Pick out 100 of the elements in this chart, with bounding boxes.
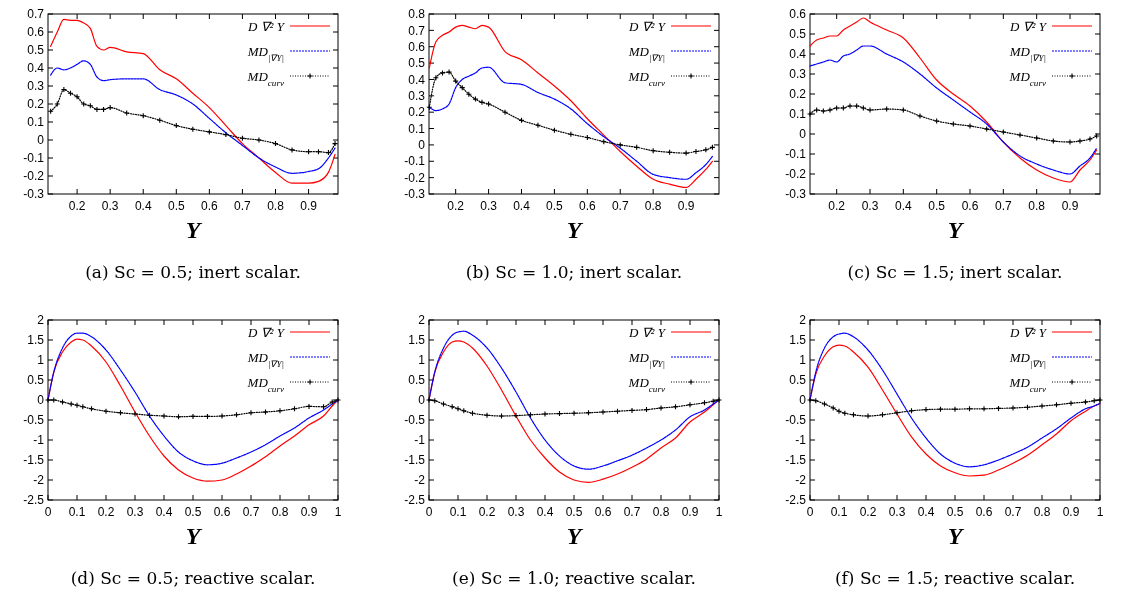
legend-label: MD$_{|∇Y|}$ [1008, 349, 1046, 369]
x-tick-label: 1 [334, 505, 342, 519]
x-tick-label: 0.3 [507, 505, 525, 519]
y-tick-label: 0.3 [408, 89, 426, 104]
y-tick-label: -2.5 [23, 493, 45, 508]
point [567, 131, 574, 138]
y-tick-label: -0.2 [23, 169, 45, 184]
point [1016, 131, 1024, 139]
point [617, 141, 624, 148]
point [498, 412, 505, 420]
y-tick-label: 0.4 [408, 72, 426, 87]
x-tick-label: 0.9 [300, 199, 318, 213]
x-tick-label: 0.2 [859, 505, 877, 519]
y-tick-label: -0.1 [785, 147, 807, 162]
x-tick-label: 1 [715, 505, 723, 519]
point [1066, 138, 1074, 146]
x-tick-label: 0.3 [480, 199, 498, 213]
point [657, 404, 665, 412]
x-tick-label: 0.8 [1033, 505, 1051, 519]
x-tick-label: 0.7 [611, 199, 629, 213]
y-tick-label: 0.3 [789, 67, 807, 82]
point [1076, 137, 1084, 145]
y-tick-label: 1 [418, 353, 426, 368]
x-tick-label: 0.6 [578, 199, 596, 213]
point [1050, 137, 1057, 145]
point [1038, 402, 1046, 410]
point [331, 140, 339, 147]
y-tick-label: 1.5 [408, 333, 426, 348]
x-tick-label: 0.7 [994, 199, 1012, 213]
x-tick-label: 0.8 [271, 505, 289, 519]
x-tick-label: 0.5 [946, 505, 964, 519]
point [446, 69, 453, 76]
x-tick-label: 0.2 [68, 199, 86, 213]
point [432, 74, 439, 81]
x-tick-label: 0.9 [1061, 199, 1079, 213]
x-tick-label: 0.7 [623, 505, 641, 519]
legend-label: MD$_{curv}$ [246, 374, 285, 394]
x-tick-label: 0.7 [1004, 505, 1022, 519]
point [454, 405, 462, 412]
y-tick-label: 2 [799, 313, 807, 328]
x-tick-label: 0.8 [267, 199, 285, 213]
y-tick-label: 0.7 [27, 7, 45, 22]
point [820, 107, 827, 115]
legend-label: MD$_{curv}$ [1008, 374, 1047, 394]
point [883, 105, 890, 113]
x-axis-title: Y [947, 523, 965, 549]
x-tick-label: 0.5 [565, 505, 583, 519]
y-tick-label: 0.6 [408, 39, 426, 54]
y-tick-label: -1 [414, 433, 426, 448]
y-tick-label: 0.2 [408, 105, 426, 120]
y-tick-label: 1.5 [27, 333, 45, 348]
x-tick-label: 0.1 [68, 505, 86, 519]
point [452, 78, 459, 85]
y-tick-label: 0.7 [408, 23, 426, 38]
y-tick-label: -2 [795, 473, 807, 488]
x-tick-label: 0.1 [830, 505, 848, 519]
y-tick-label: 0.3 [27, 79, 45, 94]
point [439, 69, 446, 76]
point [826, 106, 834, 114]
point [131, 410, 139, 418]
y-tick-label: 0.4 [789, 47, 807, 62]
x-tick-label: 0.3 [888, 505, 906, 519]
point [813, 106, 820, 114]
point [692, 148, 700, 155]
legend-label: MD$_{curv}$ [246, 68, 285, 88]
y-tick-label: 0.8 [408, 7, 426, 22]
y-tick-label: 0 [418, 138, 426, 153]
point [1000, 128, 1007, 136]
x-tick-label: 0.8 [652, 505, 670, 519]
point [483, 412, 491, 419]
legend-label: D ∇² Y [1008, 324, 1048, 340]
x-tick-label: 0.6 [201, 199, 219, 213]
point [206, 128, 213, 135]
point [73, 402, 81, 409]
line-series [809, 45, 1098, 175]
y-tick-label: -0.5 [785, 413, 807, 428]
point [1009, 404, 1017, 412]
y-tick-label: -1.5 [785, 453, 807, 468]
x-tick-label: 0.5 [928, 199, 946, 213]
y-tick-label: -0.1 [23, 151, 45, 166]
x-tick-label: 0.4 [513, 199, 531, 213]
point [472, 96, 479, 103]
point [60, 86, 67, 93]
x-axis-title: Y [566, 523, 584, 549]
point [900, 106, 907, 114]
legend-label: D ∇² Y [627, 18, 667, 34]
point [262, 408, 269, 416]
point [599, 408, 607, 416]
line-series [809, 17, 1098, 183]
point [1082, 398, 1089, 406]
point [59, 398, 66, 406]
y-tick-label: 0.4 [27, 61, 45, 76]
point [951, 406, 959, 413]
point [866, 106, 874, 114]
point [922, 406, 930, 413]
point [628, 407, 636, 414]
x-tick-label: 0.2 [828, 199, 846, 213]
text: (f) Sc = 1.5; reactive scalar. [834, 568, 1076, 588]
point [276, 407, 284, 414]
point [440, 400, 447, 408]
